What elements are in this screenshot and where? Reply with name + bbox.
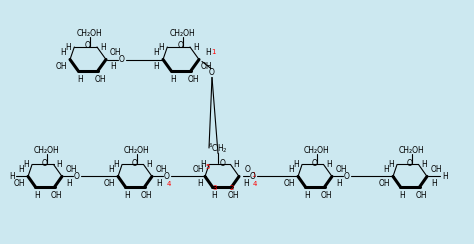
Text: $^6$CH$_2$: $^6$CH$_2$ (208, 142, 228, 155)
Text: OH: OH (103, 179, 115, 188)
Text: H: H (35, 192, 40, 201)
Text: H: H (56, 160, 63, 169)
Text: OH: OH (141, 192, 152, 201)
Text: H: H (293, 160, 299, 169)
Text: H: H (156, 179, 162, 188)
Text: H: H (336, 179, 342, 188)
Text: O: O (245, 165, 251, 174)
Text: OH: OH (94, 75, 106, 84)
Text: OH: OH (109, 48, 121, 57)
Text: CH₂OH: CH₂OH (399, 146, 425, 155)
Text: H: H (60, 48, 66, 57)
Text: OH: OH (321, 192, 332, 201)
Text: O: O (132, 160, 138, 169)
Text: OH: OH (335, 165, 347, 174)
Text: O: O (407, 160, 413, 169)
Text: H: H (211, 192, 218, 201)
Text: H: H (23, 160, 29, 169)
Text: OH: OH (283, 179, 295, 188)
Text: OH: OH (200, 62, 212, 71)
Text: H: H (422, 160, 428, 169)
Text: H: H (193, 42, 199, 51)
Text: H: H (125, 192, 130, 201)
Text: H: H (65, 42, 71, 51)
Text: O: O (85, 41, 91, 51)
Text: H: H (200, 160, 206, 169)
Text: H: H (305, 192, 310, 201)
Text: 4: 4 (253, 182, 257, 187)
Text: OH: OH (155, 165, 167, 174)
Text: OH: OH (430, 165, 442, 174)
Text: H: H (66, 179, 72, 188)
Text: H: H (327, 160, 332, 169)
Text: H: H (153, 62, 159, 71)
Text: H: H (442, 172, 448, 181)
Text: OH: OH (187, 75, 199, 84)
Text: H: H (383, 165, 389, 174)
Text: 1: 1 (211, 49, 215, 54)
Text: O: O (250, 172, 256, 181)
Text: H: H (431, 179, 437, 188)
Text: H: H (153, 48, 159, 57)
Text: H: H (158, 42, 164, 51)
Text: O: O (178, 41, 184, 51)
Text: CH₂OH: CH₂OH (304, 146, 329, 155)
Text: H: H (400, 192, 405, 201)
Text: O: O (119, 55, 125, 64)
Text: OH: OH (192, 165, 204, 174)
Text: H: H (77, 75, 83, 84)
Text: H: H (205, 48, 211, 57)
Text: OH: OH (51, 192, 63, 201)
Text: H: H (110, 62, 116, 71)
Text: CH₂OH: CH₂OH (34, 146, 60, 155)
Text: H: H (100, 42, 106, 51)
Text: H: H (18, 165, 24, 174)
Text: O: O (42, 160, 48, 169)
Text: 5: 5 (206, 164, 210, 171)
Text: O: O (164, 172, 170, 181)
Text: 2: 2 (229, 185, 234, 191)
Text: H: H (197, 179, 203, 188)
Text: O: O (74, 172, 80, 181)
Text: CH₂OH: CH₂OH (170, 29, 196, 38)
Text: H: H (388, 160, 394, 169)
Text: 3: 3 (212, 185, 217, 191)
Text: H: H (146, 160, 152, 169)
Text: H: H (234, 160, 239, 169)
Text: H: H (9, 172, 15, 181)
Text: OH: OH (228, 192, 239, 201)
Text: 4: 4 (167, 182, 171, 187)
Text: O: O (220, 160, 226, 169)
Text: OH: OH (378, 179, 390, 188)
Text: H: H (288, 165, 294, 174)
Text: H: H (113, 160, 119, 169)
Text: H: H (170, 75, 176, 84)
Text: OH: OH (65, 165, 77, 174)
Text: O: O (209, 68, 215, 77)
Text: OH: OH (416, 192, 428, 201)
Text: CH₂OH: CH₂OH (77, 29, 103, 38)
Text: O: O (312, 160, 318, 169)
Text: H: H (108, 165, 114, 174)
Text: 1: 1 (251, 173, 255, 178)
Text: OH: OH (55, 62, 67, 71)
Text: H: H (243, 179, 249, 188)
Text: CH₂OH: CH₂OH (124, 146, 150, 155)
Text: OH: OH (13, 179, 25, 188)
Text: O: O (344, 172, 350, 181)
